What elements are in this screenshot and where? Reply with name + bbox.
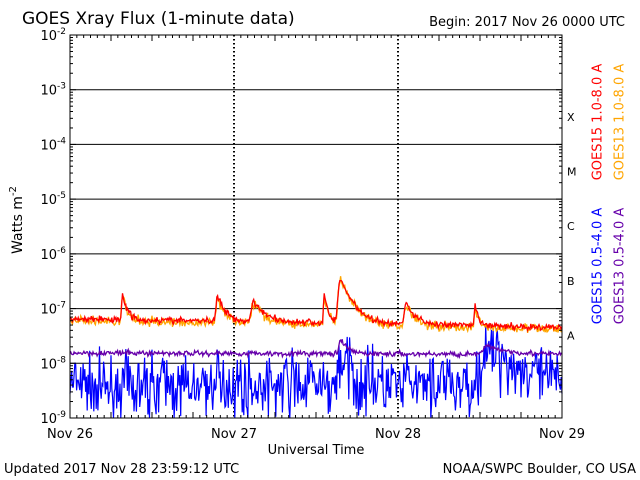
x-tick-label: Nov 28 [375, 427, 421, 442]
y-tick-label: 10-5 [40, 191, 66, 208]
y-tick-label: 10-9 [40, 410, 66, 427]
legend-entry: GOES15 1.0-8.0 A [591, 64, 606, 181]
legend-entry: GOES13 1.0-8.0 A [613, 64, 628, 181]
series-line-3 [69, 339, 563, 360]
series-line-1 [69, 276, 562, 334]
y-tick-label: 10-2 [40, 27, 66, 44]
y-tick-label: 10-8 [40, 355, 66, 372]
x-tick-label: Nov 26 [47, 427, 93, 442]
legend: GOES15 1.0-8.0 A GOES13 1.0-8.0 A GOES15 0… [591, 64, 628, 325]
x-tick-label: Nov 27 [211, 427, 257, 442]
y-axis-ticks: 10-2 10-3 10-4 10-5 10-6 10-7 10-8 10-9 [40, 27, 562, 427]
legend-entry: GOES15 0.5-4.0 A [591, 208, 606, 325]
x-axis-ticks: Nov 26 Nov 27 Nov 28 Nov 29 [47, 35, 585, 442]
x-tick-label: Nov 29 [539, 427, 585, 442]
grid-lines [70, 34, 562, 419]
series-line-0 [69, 279, 563, 333]
y-tick-label: 10-4 [40, 136, 66, 153]
y-axis-label: Watts m-2 [8, 186, 26, 254]
y-axis-label-text: Watts m [10, 196, 26, 254]
plot-frame [69, 34, 563, 419]
chart-title: GOES Xray Flux (1-minute data) [22, 9, 295, 29]
begin-label: Begin: 2017 Nov 26 0000 UTC [429, 15, 625, 30]
flare-class-label: X [567, 111, 575, 124]
flare-class-label: M [567, 166, 577, 179]
series-line-2 [69, 324, 563, 419]
flare-class-label: C [567, 220, 575, 233]
y-tick-label: 10-7 [40, 301, 66, 318]
y-axis-label-exponent: -2 [8, 186, 19, 196]
plot-area [69, 276, 563, 419]
legend-entry: GOES13 0.5-4.0 A [613, 208, 628, 325]
x-axis-label: Universal Time [268, 443, 365, 458]
y-tick-label: 10-3 [40, 82, 66, 99]
updated-timestamp: Updated 2017 Nov 28 23:59:12 UTC [4, 462, 239, 477]
flare-class-labels: X M C B A [567, 111, 577, 343]
flare-class-label: A [567, 330, 575, 343]
credit-label: NOAA/SWPC Boulder, CO USA [443, 462, 636, 477]
y-tick-label: 10-6 [40, 246, 66, 263]
flare-class-label: B [567, 275, 575, 288]
